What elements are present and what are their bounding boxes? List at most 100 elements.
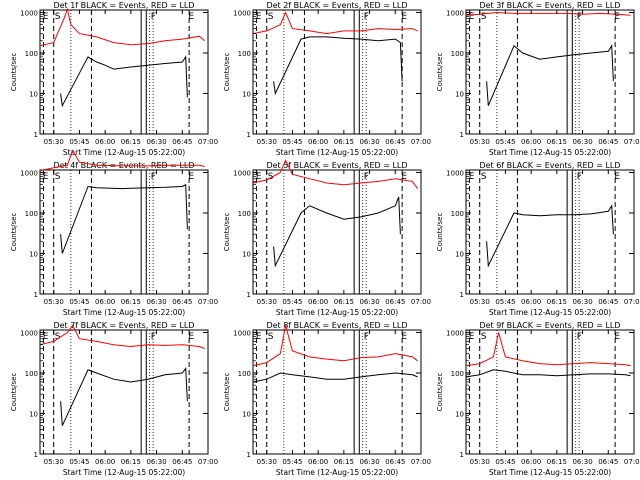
x-tick-label: 07:00 bbox=[411, 138, 431, 146]
chart-title: Det 8f BLACK = Events, RED = LLD bbox=[266, 321, 407, 330]
x-axis-label: Start Time (12-Aug-15 05:22:00) bbox=[276, 468, 398, 477]
events-series-line bbox=[273, 196, 401, 268]
marker-label-e: E bbox=[188, 12, 194, 22]
x-tick-label: 06:15 bbox=[121, 138, 141, 146]
y-tick-label: 10 bbox=[29, 250, 38, 258]
y-axis-label: Counts/sec bbox=[436, 373, 444, 412]
y-tick-label: 100 bbox=[25, 210, 38, 218]
y-tick-label: 1000 bbox=[233, 9, 251, 17]
y-tick-label: 1 bbox=[34, 131, 38, 139]
x-tick-label: 07:00 bbox=[198, 298, 218, 306]
events-series-line bbox=[252, 372, 418, 383]
x-tick-label: 05:30 bbox=[470, 458, 490, 466]
marker-label-e: E bbox=[614, 172, 620, 182]
plot-frame bbox=[39, 169, 209, 295]
y-tick-label: 10 bbox=[29, 410, 38, 418]
plot-frame bbox=[465, 169, 635, 295]
x-tick-label: 06:45 bbox=[172, 138, 192, 146]
chart-title: Det 3f BLACK = Events, RED = LLD bbox=[479, 1, 620, 10]
events-series-line bbox=[60, 55, 188, 108]
y-axis-label: Counts/sec bbox=[436, 53, 444, 92]
x-tick-label: 07:00 bbox=[624, 298, 640, 306]
y-tick-label: 100 bbox=[238, 370, 251, 378]
y-tick-label: 1 bbox=[460, 291, 464, 299]
marker-label-e: E bbox=[401, 12, 407, 22]
marker-label-e: E bbox=[188, 332, 194, 342]
y-tick-label: 1 bbox=[247, 291, 251, 299]
events-series-line bbox=[60, 366, 188, 426]
marker-label-s: S bbox=[481, 12, 487, 22]
x-tick-label: 06:15 bbox=[121, 298, 141, 306]
y-tick-label: 1000 bbox=[20, 169, 38, 177]
x-tick-label: 06:00 bbox=[95, 138, 115, 146]
x-tick-label: 06:45 bbox=[172, 458, 192, 466]
marker-label-s: S bbox=[481, 172, 487, 182]
y-tick-label: 10 bbox=[29, 90, 38, 98]
x-tick-label: 05:45 bbox=[495, 458, 515, 466]
plot-frame bbox=[252, 169, 422, 295]
y-tick-label: 1000 bbox=[446, 169, 464, 177]
x-tick-label: 06:30 bbox=[359, 298, 379, 306]
y-tick-label: 100 bbox=[238, 210, 251, 218]
y-axis-label: Counts/sec bbox=[223, 373, 231, 412]
marker-label-f: F bbox=[364, 12, 369, 22]
marker-label-e: E bbox=[401, 172, 407, 182]
x-tick-label: 06:00 bbox=[308, 298, 328, 306]
y-tick-label: 100 bbox=[451, 50, 464, 58]
x-tick-label: 07:00 bbox=[411, 458, 431, 466]
y-tick-label: 10 bbox=[242, 90, 251, 98]
y-tick-label: 10 bbox=[455, 90, 464, 98]
x-axis-label: Start Time (12-Aug-15 05:22:00) bbox=[63, 468, 185, 477]
lld-series-line bbox=[465, 332, 631, 367]
x-tick-label: 05:30 bbox=[44, 458, 64, 466]
marker-label-e: E bbox=[401, 332, 407, 342]
x-tick-label: 06:30 bbox=[146, 138, 166, 146]
x-tick-label: 05:30 bbox=[470, 298, 490, 306]
plot-frame bbox=[465, 9, 635, 135]
lld-series-line bbox=[465, 11, 631, 16]
marker-label-f: F bbox=[151, 172, 156, 182]
chart-title: Det 6f BLACK = Events, RED = LLD bbox=[479, 161, 620, 170]
x-tick-label: 05:30 bbox=[257, 458, 277, 466]
x-tick-label: 05:45 bbox=[282, 138, 302, 146]
x-tick-label: 06:15 bbox=[334, 458, 354, 466]
y-tick-label: 1000 bbox=[446, 9, 464, 17]
y-tick-label: 1000 bbox=[20, 329, 38, 337]
events-series-line bbox=[486, 44, 614, 106]
lld-series-line bbox=[39, 149, 205, 172]
y-tick-label: 10 bbox=[455, 410, 464, 418]
x-tick-label: 06:00 bbox=[308, 138, 328, 146]
marker-label-e: E bbox=[256, 332, 262, 342]
y-tick-label: 100 bbox=[451, 370, 464, 378]
marker-label-e: E bbox=[614, 12, 620, 22]
marker-label-e: E bbox=[469, 172, 475, 182]
marker-label-e: E bbox=[43, 172, 49, 182]
marker-label-s: S bbox=[55, 172, 61, 182]
chart-title: Det 2f BLACK = Events, RED = LLD bbox=[266, 1, 407, 10]
y-tick-label: 1 bbox=[247, 131, 251, 139]
x-tick-label: 06:30 bbox=[359, 138, 379, 146]
chart-title: Det 9f BLACK = Events, RED = LLD bbox=[479, 321, 620, 330]
y-tick-label: 1 bbox=[247, 451, 251, 459]
marker-label-f: F bbox=[364, 332, 369, 342]
x-tick-label: 06:00 bbox=[95, 298, 115, 306]
marker-label-e: E bbox=[188, 172, 194, 182]
x-axis-label: Start Time (12-Aug-15 05:22:00) bbox=[489, 308, 611, 317]
x-axis-label: Start Time (12-Aug-15 05:22:00) bbox=[489, 148, 611, 157]
x-tick-label: 06:00 bbox=[521, 458, 541, 466]
y-axis-label: Counts/sec bbox=[436, 213, 444, 252]
events-series-line bbox=[60, 183, 188, 254]
plot-frame bbox=[252, 9, 422, 135]
chart-title: Det 5f BLACK = Events, RED = LLD bbox=[266, 161, 407, 170]
x-tick-label: 06:15 bbox=[547, 458, 567, 466]
x-tick-label: 05:45 bbox=[282, 298, 302, 306]
x-tick-label: 06:00 bbox=[521, 138, 541, 146]
x-tick-label: 06:15 bbox=[547, 298, 567, 306]
y-axis-label: Counts/sec bbox=[223, 213, 231, 252]
lld-series-line bbox=[39, 7, 205, 47]
